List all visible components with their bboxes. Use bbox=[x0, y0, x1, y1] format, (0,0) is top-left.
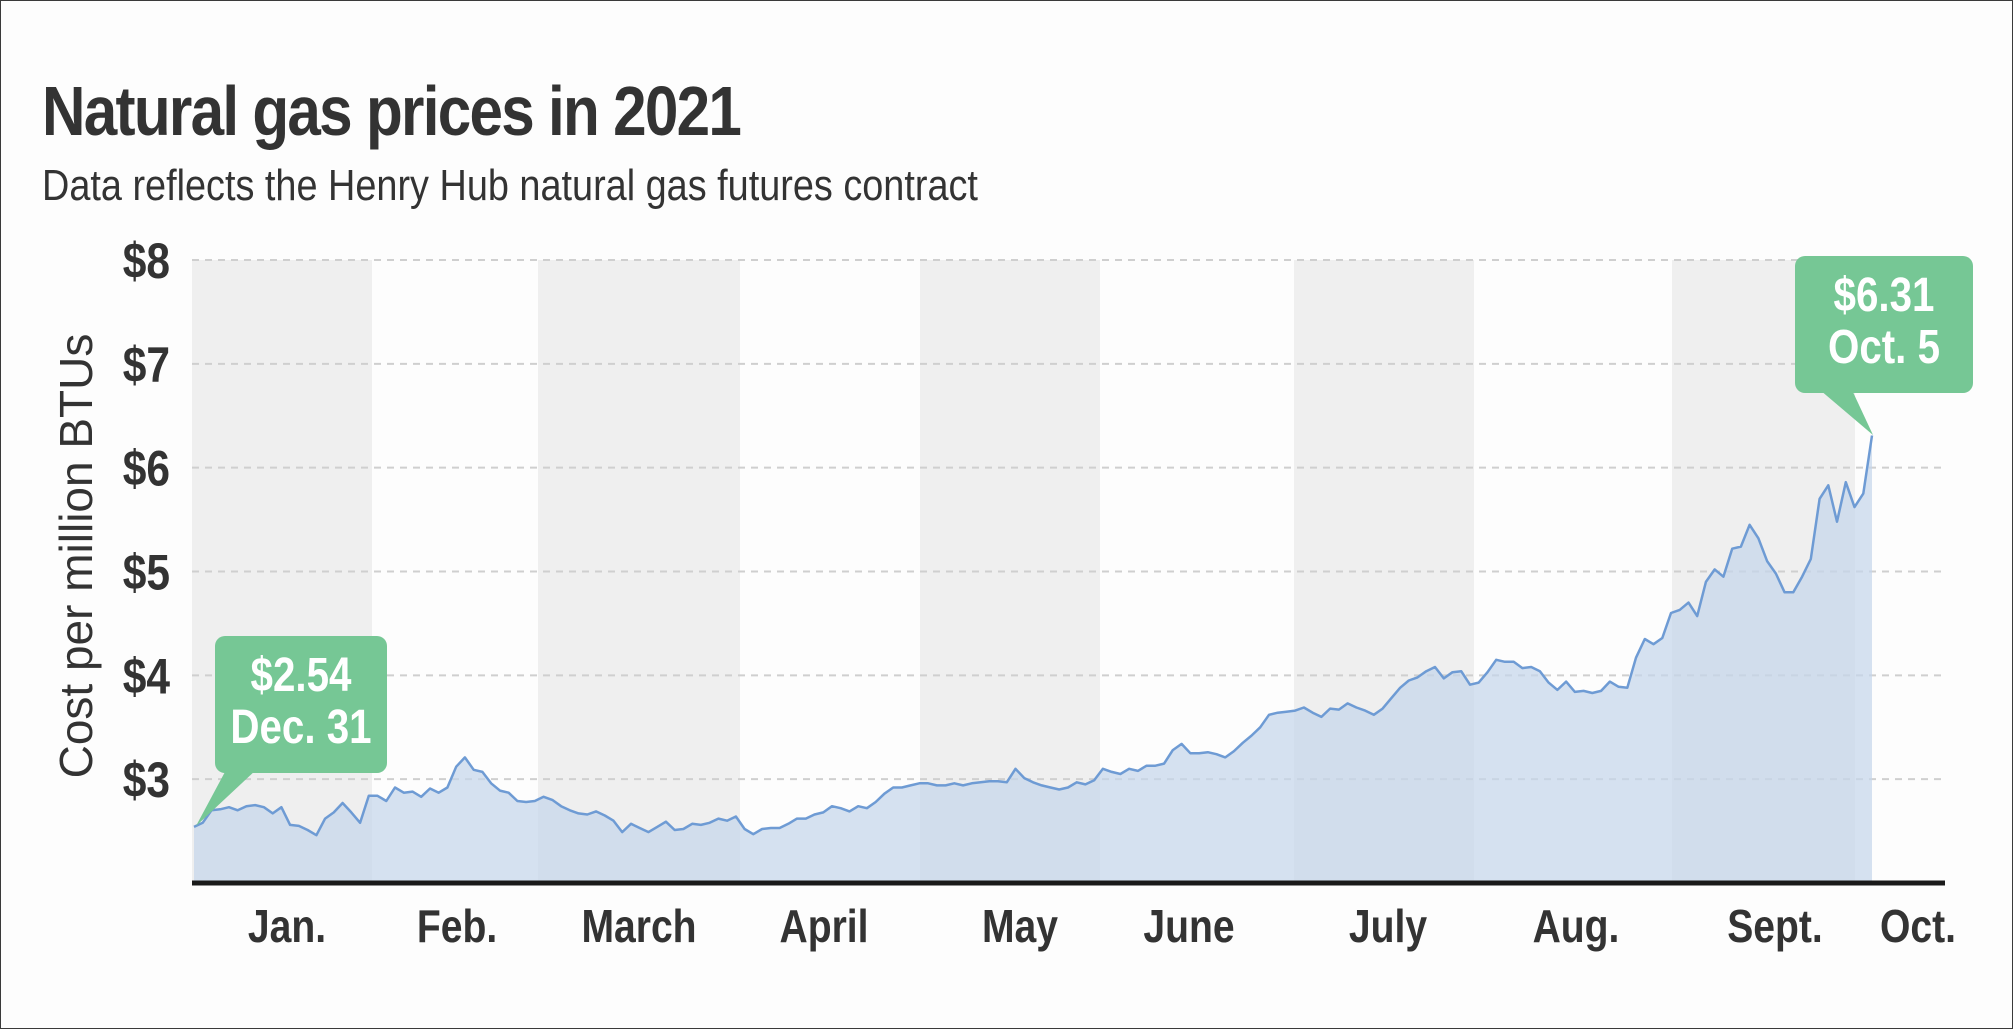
x-tick-label: Oct. bbox=[1880, 901, 1956, 953]
x-tick-label: Feb. bbox=[417, 901, 497, 953]
price-line bbox=[193, 435, 1874, 837]
y-tick-label: $8 bbox=[123, 233, 170, 289]
x-tick-label: Jan. bbox=[248, 901, 326, 953]
start-price-callout: $2.54 Dec. 31 bbox=[215, 636, 387, 773]
x-tick-label: Sept. bbox=[1727, 901, 1823, 953]
x-tick-label: April bbox=[779, 901, 868, 953]
chart-subtitle: Data reflects the Henry Hub natural gas … bbox=[42, 161, 978, 210]
y-axis-label: Cost per million BTUs bbox=[50, 334, 102, 779]
x-tick-label: June bbox=[1143, 901, 1234, 953]
end-price-date: Oct. 5 bbox=[1827, 321, 1941, 374]
start-callout-pointer bbox=[196, 770, 256, 826]
y-tick-label: $4 bbox=[123, 648, 170, 704]
end-price-callout: $6.31 Oct. 5 bbox=[1795, 256, 1973, 393]
start-price-value: $2.54 bbox=[250, 649, 352, 702]
y-tick-label: $5 bbox=[123, 544, 170, 600]
end-callout-pointer bbox=[1820, 390, 1873, 435]
chart-title: Natural gas prices in 2021 bbox=[42, 72, 742, 150]
y-tick-label: $6 bbox=[123, 440, 170, 496]
end-price-value: $6.31 bbox=[1833, 269, 1935, 322]
y-tick-label: $7 bbox=[123, 337, 170, 393]
x-tick-label: May bbox=[982, 901, 1058, 953]
start-price-date: Dec. 31 bbox=[230, 701, 372, 754]
x-tick-label: Aug. bbox=[1533, 901, 1620, 953]
price-area bbox=[194, 435, 1872, 883]
y-tick-label: $3 bbox=[123, 752, 170, 808]
x-tick-label: March bbox=[581, 901, 696, 953]
x-tick-label: July bbox=[1349, 901, 1427, 953]
